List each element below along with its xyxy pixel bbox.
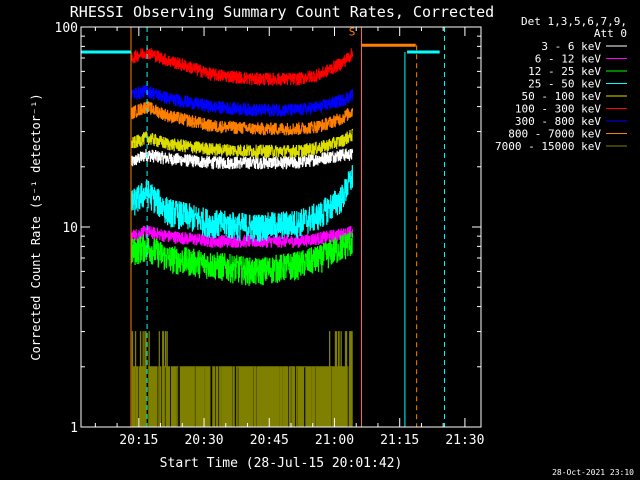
x-tick-label: 20:30 (184, 433, 223, 448)
legend-header-line1: Det 1,3,5,6,7,9, (521, 15, 627, 28)
series-line (130, 231, 353, 286)
x-axis-label: Start Time (28-Jul-15 20:01:42) (160, 456, 403, 471)
series-line (130, 148, 353, 170)
y-tick-label: 1 (70, 421, 78, 436)
legend-entry-label: 12 - 25 keV (528, 65, 601, 78)
legend-entry-label: 100 - 300 keV (515, 103, 601, 116)
series-line (130, 47, 353, 86)
legend-entry-label: 800 - 7000 keV (508, 128, 601, 141)
series-line (130, 84, 353, 117)
chart-title: RHESSI Observing Summary Count Rates, Co… (70, 3, 494, 21)
x-tick-label: 21:30 (445, 433, 484, 448)
axis-layer: 20:15 20:30 20:45 21:00 21:15 21:30 1 10 100 (55, 21, 485, 448)
x-tick-label: 21:00 (315, 433, 354, 448)
footer-timestamp: 28-Oct-2021 23:10 (552, 468, 634, 477)
series-line (130, 165, 353, 243)
series-line (130, 225, 353, 248)
y-axis-label: Corrected Count Rate (s⁻¹ detector⁻¹) (29, 93, 43, 360)
annotation-label: S (349, 25, 356, 38)
x-tick-label: 21:15 (380, 433, 419, 448)
data-layer: S (81, 25, 445, 428)
x-tick-label: 20:15 (119, 433, 158, 448)
legend-entry-label: 6 - 12 keV (535, 53, 602, 66)
x-tick-label: 20:45 (250, 433, 289, 448)
legend-entry-label: 3 - 6 keV (541, 40, 601, 53)
series-line (130, 101, 353, 136)
legend-entry-label: 50 - 100 keV (522, 90, 602, 103)
series-line (130, 128, 353, 158)
legend-entry-label: 7000 - 15000 keV (495, 140, 601, 153)
legend-entry-label: 25 - 50 keV (528, 78, 601, 91)
y-tick-label: 100 (55, 21, 78, 36)
y-tick-label: 10 (62, 221, 78, 236)
legend-header-line2: Att 0 (594, 27, 627, 40)
series-line (131, 331, 353, 428)
legend-entry-label: 300 - 800 keV (515, 115, 601, 128)
